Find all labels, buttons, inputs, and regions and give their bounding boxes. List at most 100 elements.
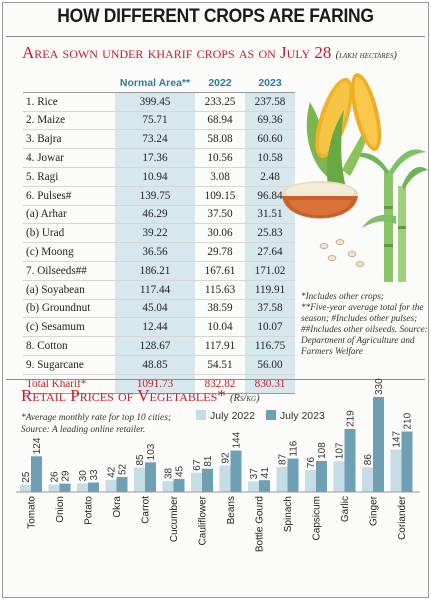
bar-2022 <box>191 472 202 492</box>
title-rule <box>6 36 425 37</box>
column-header-2022: 2022 <box>195 74 245 93</box>
bar-2022 <box>248 481 259 492</box>
bar-2022 <box>362 467 373 492</box>
crop-column-header <box>23 74 115 93</box>
normal-area-cell: 12.44 <box>115 317 195 338</box>
area-2022-cell: 10.04 <box>195 317 245 338</box>
total-row: Total Kharif* 1091.73 832.82 830.31 <box>23 373 295 394</box>
normal-area-cell: 117.44 <box>115 280 195 300</box>
normal-area-cell: 10.94 <box>115 167 195 187</box>
legend-label: July 2022 <box>210 410 255 422</box>
normal-area-cell: 45.04 <box>115 299 195 319</box>
category-label: Tomato <box>27 496 38 529</box>
area-2023-cell: 10.58 <box>245 148 295 168</box>
area-2023-cell: 116.75 <box>245 336 295 356</box>
kharif-unit: (lakh hectares) <box>335 50 397 61</box>
crop-name-cell: 8. Cotton <box>23 336 115 356</box>
bar-2022 <box>305 470 316 492</box>
footnote-line: Department of Agriculture and Farmers We… <box>301 335 415 356</box>
data-label-2023: 124 <box>32 437 43 454</box>
area-2023-cell: 119.91 <box>245 280 295 300</box>
data-label-2022: 30 <box>78 470 89 482</box>
category-label: Garlic <box>340 496 351 522</box>
bar-2023 <box>88 482 99 492</box>
crop-name-cell: 6. Pulses# <box>23 186 115 206</box>
crop-name-cell: 5. Ragi <box>23 167 115 187</box>
data-label-2022: 25 <box>21 471 32 483</box>
kharif-title-text: Area sown under kharif crops as on July … <box>22 43 332 62</box>
crop-name-cell: (c) Sesamum <box>23 317 115 338</box>
section-divider <box>6 379 425 380</box>
corn-icon <box>306 73 382 188</box>
area-2022-cell: 167.61 <box>195 261 245 281</box>
bar-2023 <box>316 460 327 492</box>
data-label-2023: 219 <box>346 410 357 427</box>
crop-name-cell: 7. Oilseeds## <box>23 261 115 281</box>
category-label: Beans <box>226 496 237 524</box>
table-row: (b) Groundnut 45.04 38.59 37.58 <box>23 299 295 319</box>
normal-area-cell: 73.24 <box>115 129 195 150</box>
area-2023-cell: 171.02 <box>245 261 295 281</box>
area-2022-cell: 10.56 <box>195 148 245 168</box>
area-2022-cell: 30.06 <box>195 223 245 244</box>
area-2022-cell: 109.15 <box>195 186 245 206</box>
table-row: 7. Oilseeds## 186.21 167.61 171.02 <box>23 261 295 281</box>
data-label-2022: 26 <box>50 471 61 483</box>
table-row: 1. Rice 399.45 233.25 237.58 <box>23 92 295 112</box>
normal-area-cell: 39.22 <box>115 223 195 244</box>
kharif-table: Normal Area** 2022 2023 1. Rice 399.45 233… <box>23 74 295 394</box>
legend-label: July 2023 <box>279 410 325 422</box>
category-label: Onion <box>55 496 66 523</box>
normal-area-cell: 1091.73 <box>115 373 195 394</box>
legend-item-2023: July 2023 <box>265 410 325 422</box>
crop-name-cell: (b) Urad <box>23 223 115 244</box>
data-label-2023: 52 <box>118 463 129 475</box>
data-label-2023: 210 <box>403 412 414 429</box>
data-label-2023: 103 <box>146 443 157 460</box>
bar-2022 <box>20 484 31 492</box>
normal-area-cell: 186.21 <box>115 261 195 281</box>
veg-section-title: Retail Prices of Vegetables* (Rs/kg) <box>21 386 260 406</box>
area-2022-cell: 832.82 <box>195 373 245 394</box>
table-row: 3. Bajra 73.24 58.08 60.60 <box>23 129 295 150</box>
bar-2023 <box>173 479 185 492</box>
area-2023-cell: 10.07 <box>245 317 295 338</box>
bar-2022 <box>390 449 402 492</box>
crops-illustration <box>282 73 428 282</box>
footnote-line: **Five-year average total for the season… <box>301 302 428 334</box>
area-2023-cell: 60.60 <box>245 129 295 150</box>
table-row: (a) Soyabean 117.44 115.63 119.91 <box>23 280 295 300</box>
veg-unit: (Rs/kg) <box>230 393 260 404</box>
bar-2022 <box>276 466 288 492</box>
bar-2022 <box>134 467 145 492</box>
table-row: 4. Jowar 17.36 10.56 10.58 <box>23 148 295 168</box>
area-2023-cell: 56.00 <box>245 355 295 375</box>
category-label: Coriander <box>397 495 408 540</box>
table-row: 2. Maize 75.71 68.94 69.36 <box>23 111 295 131</box>
kharif-footnotes: *Includes other crops; **Five-year avera… <box>301 291 429 357</box>
category-label: Carrot <box>141 496 152 524</box>
column-header-normal: Normal Area** <box>115 74 195 93</box>
crop-name-cell: Total Kharif* <box>23 373 115 394</box>
category-label: Capsicum <box>312 496 323 540</box>
legend-swatch-2023 <box>265 410 276 420</box>
area-2023-cell: 69.36 <box>245 111 295 131</box>
data-label-2023: 330 <box>374 378 385 395</box>
data-label-2022: 38 <box>164 467 175 479</box>
bar-2023 <box>202 468 213 492</box>
bar-2023 <box>344 428 356 492</box>
crop-name-cell: 2. Maize <box>23 111 115 131</box>
normal-area-cell: 128.67 <box>115 336 195 356</box>
data-label-2023: 29 <box>61 470 72 482</box>
data-label-2022: 85 <box>135 454 146 466</box>
data-label-2022: 107 <box>335 442 346 459</box>
crop-name-cell: 4. Jowar <box>23 148 115 168</box>
category-label: Cauliflower <box>198 495 209 545</box>
table-row: (b) Urad 39.22 30.06 25.83 <box>23 223 295 244</box>
bar-2022 <box>162 481 174 492</box>
chart-legend: July 2022 July 2023 <box>196 410 333 422</box>
category-label: Cucumber <box>169 495 180 542</box>
bar-2022 <box>105 479 117 492</box>
area-2023-cell: 31.51 <box>245 205 295 225</box>
